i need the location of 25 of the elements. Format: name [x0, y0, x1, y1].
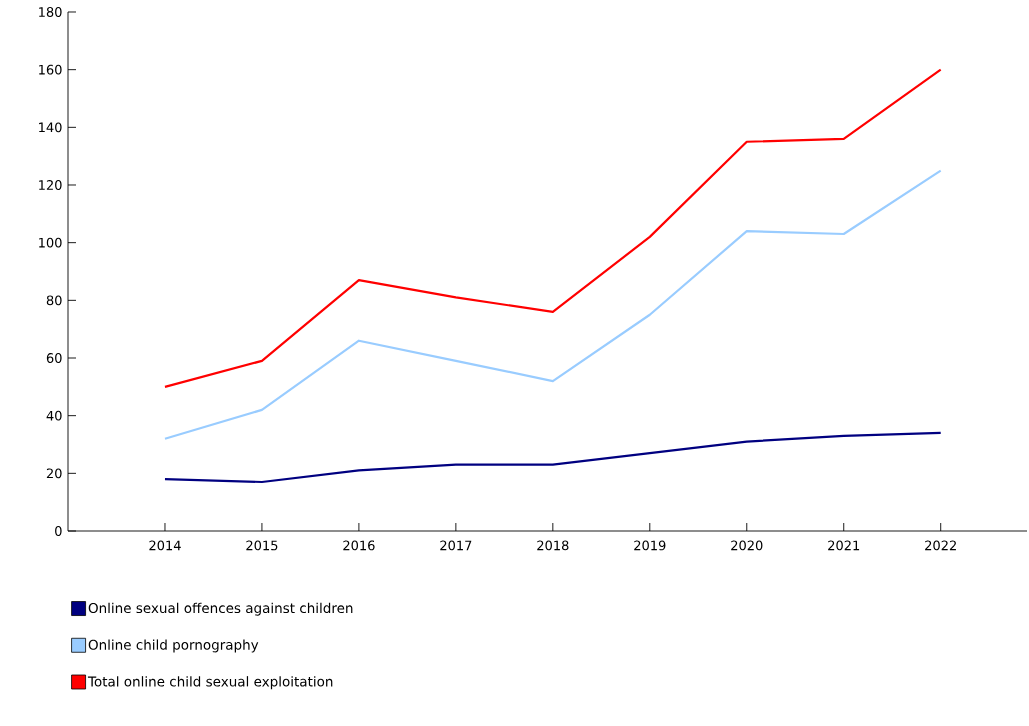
legend-label: Online sexual offences against children [88, 602, 353, 616]
line-series [163, 68, 942, 388]
x-tick-label: 2021 [828, 540, 860, 551]
y-tick-label: 160 [39, 64, 62, 75]
x-tick-label: 2014 [149, 540, 181, 551]
y-tick-label: 180 [39, 7, 62, 17]
x-tick-label: 2016 [343, 540, 375, 551]
line-series [163, 169, 942, 440]
x-tick-label: 2015 [246, 540, 278, 551]
x-tick-label: 2018 [537, 540, 569, 551]
line-series [163, 431, 942, 484]
y-tick-label: 0 [55, 526, 62, 536]
x-tick-label: 2019 [634, 540, 666, 551]
x-tick-label: 2017 [440, 540, 472, 551]
y-tick-label: 120 [39, 180, 62, 190]
y-tick-label: 80 [46, 295, 62, 306]
y-tick-label: 60 [46, 353, 62, 363]
x-tick-label: 2020 [731, 540, 763, 551]
legend-label: Online child pornography [88, 639, 259, 653]
x-tick-label: 2022 [925, 540, 956, 551]
y-tick-label: 20 [46, 468, 62, 479]
y-tick-label: 100 [39, 237, 62, 248]
legend-label: Total online child sexual exploitation [87, 676, 333, 690]
y-tick-label: 40 [46, 410, 62, 421]
y-tick-label: 140 [39, 122, 62, 133]
